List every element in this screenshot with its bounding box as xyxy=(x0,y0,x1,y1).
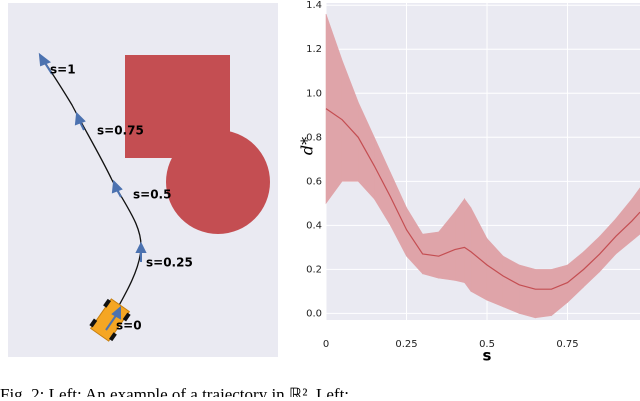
wheel xyxy=(122,312,131,322)
x-axis-label: s xyxy=(483,347,492,365)
y-tick-label: 0.6 xyxy=(306,176,322,187)
arrows xyxy=(38,52,147,331)
arrow-head xyxy=(111,305,121,320)
obstacle-circle xyxy=(166,130,270,234)
arrow-head xyxy=(74,111,86,126)
confidence-band xyxy=(502,255,520,314)
y-tick-label: 0.8 xyxy=(306,132,322,143)
x-tick-label: 0.5 xyxy=(479,339,495,350)
wheel xyxy=(109,332,117,342)
s-label: s=0.5 xyxy=(133,188,171,202)
wheel xyxy=(103,298,111,308)
y-axis-label: d* xyxy=(298,137,317,155)
s-label: s=0.75 xyxy=(97,124,144,138)
s-label: s=0.25 xyxy=(146,256,193,270)
x-tick-label: 0.25 xyxy=(395,339,417,350)
trajectory xyxy=(41,57,142,326)
arrow-head xyxy=(111,179,123,194)
confidence-band xyxy=(631,187,640,242)
wheel xyxy=(89,318,98,328)
confidence-band xyxy=(535,269,552,319)
caption: Fig. 2: Left: An example of a trajectory… xyxy=(0,385,366,397)
y-tick-label: 1.4 xyxy=(306,0,322,11)
y-tick-label: 1.0 xyxy=(306,88,322,99)
arrow-head xyxy=(38,52,52,67)
arrow-head xyxy=(135,241,147,253)
x-tick-label: 0.75 xyxy=(556,339,578,350)
y-tick-label: 0.0 xyxy=(306,308,322,319)
y-tick-label: 0.4 xyxy=(306,220,322,231)
y-tick-label: 1.2 xyxy=(306,44,322,55)
confidence-band xyxy=(464,198,472,293)
s-label: s=1 xyxy=(50,63,76,77)
y-tick-label: 0.2 xyxy=(306,264,322,275)
chart: 0.0 0.2 0.4 0.6 0.8 1.0 1.2 1.4 0 0.25 0.5 0.75 xyxy=(306,0,640,350)
x-tick-label: 0 xyxy=(323,339,329,350)
s-label: s=0 xyxy=(116,319,142,333)
confidence-band xyxy=(518,264,536,319)
arrow xyxy=(105,313,118,331)
confidence-band xyxy=(454,198,465,283)
mean-line xyxy=(325,108,640,290)
